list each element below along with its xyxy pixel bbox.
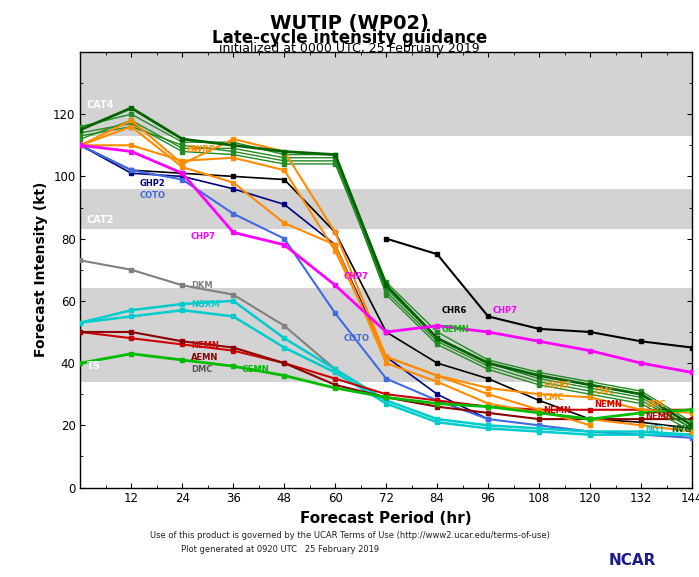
Text: DKM: DKM [191,282,212,290]
Text: Use of this product is governed by the UCAR Terms of Use (http://www2.ucar.edu/t: Use of this product is governed by the U… [150,531,549,540]
Text: HWRF: HWRF [543,381,572,390]
Text: NEMN: NEMN [191,340,219,350]
Text: CHP7: CHP7 [492,306,517,315]
Text: NVGM: NVGM [671,425,699,433]
Text: NEMN: NEMN [543,406,571,415]
Text: COTO: COTO [140,191,166,200]
Bar [80,52,692,136]
Text: GHP2: GHP2 [140,179,166,188]
Text: HWRP: HWRP [187,144,215,153]
Text: CMC: CMC [543,394,564,402]
Text: NGXM: NGXM [191,300,219,309]
Bar [80,189,692,229]
Text: CMC: CMC [594,387,615,396]
Text: initialized at 0000 UTC, 25 February 2019: initialized at 0000 UTC, 25 February 201… [219,42,480,55]
Text: CHP7: CHP7 [344,272,368,281]
Bar [80,229,692,288]
Text: AEMN: AEMN [191,353,218,362]
Text: Late-cycle intensity guidance: Late-cycle intensity guidance [212,29,487,47]
Text: GEMN: GEMN [242,365,270,374]
Text: NCAR: NCAR [608,553,656,568]
Text: CAT1: CAT1 [87,268,114,278]
Text: CAT4: CAT4 [87,100,114,110]
Bar [80,288,692,382]
Bar [80,382,692,488]
Text: TS: TS [87,361,101,372]
Text: COTO: COTO [344,334,370,343]
Text: CAT3: CAT3 [87,168,114,178]
Text: GEMN: GEMN [441,325,469,334]
Text: WUTIP (WP02): WUTIP (WP02) [270,14,429,33]
Text: CMC: CMC [645,400,665,409]
Y-axis label: Forecast Intensity (kt): Forecast Intensity (kt) [34,182,48,357]
Bar [80,136,692,189]
Text: NEMN: NEMN [594,400,622,409]
Text: NGT: NGT [645,425,665,433]
Text: CHP7: CHP7 [191,231,216,241]
X-axis label: Forecast Period (hr): Forecast Period (hr) [301,511,472,526]
Text: CHR6: CHR6 [441,306,467,315]
Text: Plot generated at 0920 UTC   25 February 2019: Plot generated at 0920 UTC 25 February 2… [180,545,379,554]
Text: NEMN: NEMN [645,412,673,421]
Text: DMC: DMC [191,365,212,374]
Text: CAT2: CAT2 [87,215,114,225]
